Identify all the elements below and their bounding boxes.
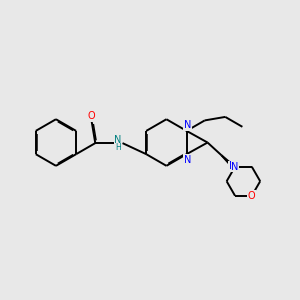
Text: N: N bbox=[114, 135, 122, 145]
Text: N: N bbox=[229, 161, 236, 171]
Text: N: N bbox=[231, 162, 239, 172]
Text: O: O bbox=[248, 191, 256, 201]
Text: H: H bbox=[115, 143, 121, 152]
Text: N: N bbox=[184, 155, 191, 165]
Text: O: O bbox=[88, 111, 95, 121]
Text: N: N bbox=[184, 120, 191, 130]
